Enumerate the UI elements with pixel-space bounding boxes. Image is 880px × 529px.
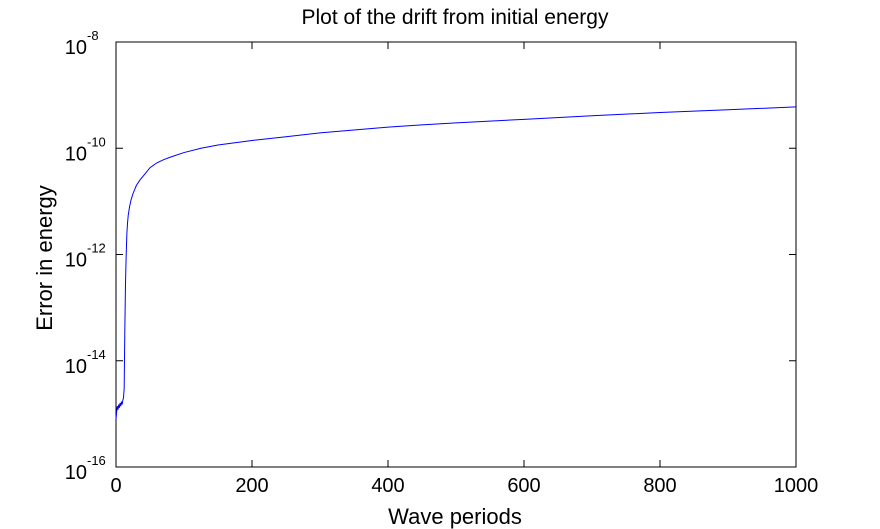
y-tick-label-base: 10 — [65, 462, 87, 484]
energy-error-series-line — [115, 106, 797, 420]
y-tick-label-exponent: -10 — [87, 134, 106, 149]
x-tick-label: 1000 — [774, 475, 819, 497]
x-tick-label: 800 — [643, 475, 676, 497]
x-axis: 0 200 400 600 800 1000 — [110, 42, 818, 497]
x-axis-label: Wave periods — [388, 504, 522, 529]
y-tick-label-exponent: -12 — [87, 241, 106, 256]
x-tick-label: 200 — [235, 475, 268, 497]
chart-title: Plot of the drift from initial energy — [302, 6, 609, 29]
y-axis-label: Error in energy — [32, 185, 57, 331]
y-tick-label-base: 10 — [65, 250, 87, 272]
x-tick-label: 0 — [110, 475, 121, 497]
y-tick-label-exponent: -16 — [87, 453, 106, 468]
y-tick-label-exponent: -14 — [87, 347, 106, 362]
plot-area — [115, 41, 797, 468]
y-tick-label-base: 10 — [65, 356, 87, 378]
x-tick-label: 400 — [371, 475, 404, 497]
x-tick-label: 600 — [507, 475, 540, 497]
y-tick-label-exponent: -8 — [87, 28, 99, 43]
y-tick-label-base: 10 — [65, 143, 87, 165]
y-tick-label-base: 10 — [65, 37, 87, 59]
